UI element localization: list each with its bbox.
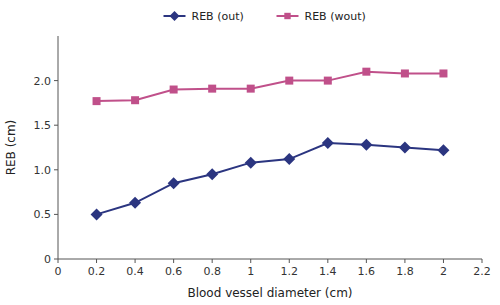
x-tick-label: 0.4 [126,265,144,278]
x-tick [404,259,405,263]
point [91,208,103,220]
x-tick [96,259,97,263]
point [168,177,180,189]
y-tick [54,259,58,260]
point [129,197,141,209]
legend-item: REB (wout) [277,10,366,23]
point [401,69,409,77]
legend-label: REB (wout) [305,10,366,23]
x-tick [212,259,213,263]
point [285,77,293,85]
series [93,68,448,105]
series-line [97,143,444,214]
y-tick [54,169,58,170]
x-tick-label: 2.2 [473,265,491,278]
x-tick-label: 2 [440,265,447,278]
point [247,85,255,93]
x-tick [173,259,174,263]
x-tick-label: 1.6 [358,265,376,278]
point [437,144,449,156]
point [245,157,257,169]
y-axis-label: REB (cm) [4,120,18,176]
y-tick-label: 1.0 [34,164,52,177]
series [91,137,450,220]
legend: REB (out) REB (wout) [164,10,366,23]
x-tick [135,259,136,263]
x-tick-label: 1.8 [396,265,414,278]
point [206,168,218,180]
legend-item: REB (out) [164,10,244,23]
point [208,85,216,93]
x-tick-label: 0.6 [165,265,183,278]
x-tick-label: 0 [55,265,62,278]
chart: 0 0.2 0.4 0.6 0.8 1 1.2 1.4 1.6 1.8 2 2.2 0 0.5 1.0 1.5… [0,0,500,305]
x-tick-label: 1.2 [281,265,299,278]
x-tick-label: 0.2 [88,265,106,278]
y-tick [54,214,58,215]
x-tick [482,259,483,263]
point [131,96,139,104]
point [283,153,295,165]
x-tick-label: 1.4 [319,265,337,278]
point [93,97,101,105]
x-tick [250,259,251,263]
x-tick-label: 0.8 [203,265,221,278]
x-tick [366,259,367,263]
x-tick [289,259,290,263]
y-tick [54,125,58,126]
x-tick-label: 1 [247,265,254,278]
legend-swatch-marker [284,13,290,19]
x-tick [327,259,328,263]
x-tick [58,259,59,263]
point [324,77,332,85]
y-tick-label: 1.5 [34,119,52,132]
plot-area [91,68,450,221]
point [360,139,372,151]
legend-swatch-marker [170,11,180,21]
y-axis-line [58,36,59,259]
x-tick [443,259,444,263]
x-axis-label: Blood vessel diameter (cm) [187,286,352,300]
y-tick-label: 2.0 [34,75,52,88]
point [362,68,370,76]
y-tick-label: 0 [44,253,51,266]
y-tick [54,80,58,81]
point [170,86,178,94]
y-tick-label: 0.5 [34,208,52,221]
chart-container: 0 0.2 0.4 0.6 0.8 1 1.2 1.4 1.6 1.8 2 2.2 0 0.5 1.0 1.5… [0,0,500,305]
point [399,142,411,154]
series-line [97,72,444,101]
axes: 0 0.2 0.4 0.6 0.8 1 1.2 1.4 1.6 1.8 2 2.2 0 0.5 1.0 1.5… [34,36,491,278]
x-axis-line [58,259,482,260]
legend-label: REB (out) [192,10,244,23]
point [439,69,447,77]
point [322,137,334,149]
